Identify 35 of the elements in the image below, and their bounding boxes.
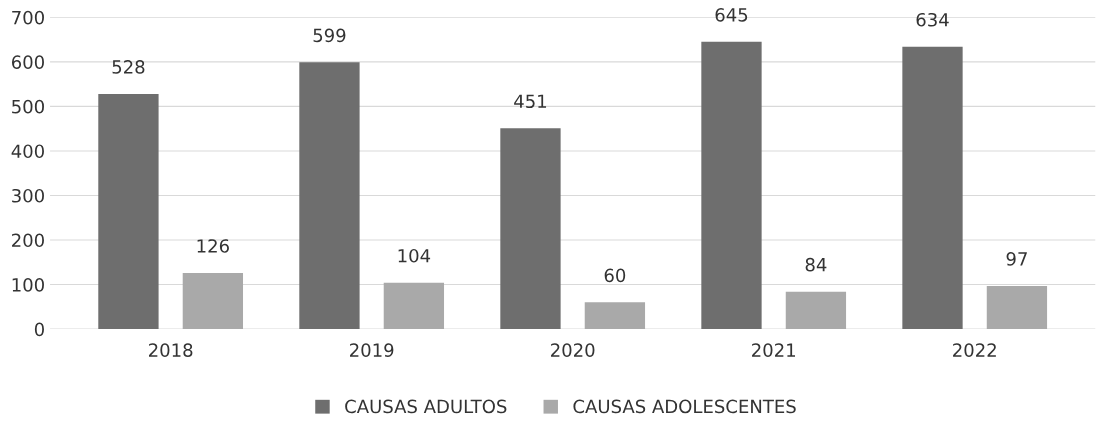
legend-label: CAUSAS ADOLESCENTES [573, 399, 796, 414]
data-label: 126 [197, 239, 229, 253]
y-tick-label: 200 [12, 233, 44, 248]
y-tick-label: 700 [12, 10, 44, 25]
y-tick-label: 0 [34, 322, 44, 337]
x-tick-label: 2019 [350, 343, 394, 357]
y-tick-label: 500 [12, 99, 44, 114]
y-tick-label: 600 [11, 55, 44, 69]
x-tick-label: 2022 [953, 343, 996, 357]
data-label: 634 [916, 12, 949, 27]
bar [902, 46, 963, 330]
y-tick-label: 300 [12, 188, 44, 203]
data-label: 84 [805, 257, 827, 272]
x-tick-label: 2020 [551, 343, 595, 357]
bar [182, 272, 244, 330]
bar [98, 93, 159, 330]
data-label: 451 [514, 94, 547, 109]
data-label: 104 [398, 248, 431, 263]
x-tick-label: 2018 [149, 343, 193, 357]
bar [785, 291, 847, 330]
x-tick-label: 2021 [752, 343, 795, 357]
data-label: 97 [1006, 252, 1027, 266]
data-label: 528 [112, 60, 145, 74]
legend-label: CAUSAS ADULTOS [345, 399, 507, 414]
bar [584, 302, 646, 330]
data-label: 599 [313, 28, 346, 43]
y-tick-label: 400 [11, 144, 44, 159]
bar [986, 285, 1048, 330]
data-label: 645 [715, 7, 748, 22]
bar [701, 41, 762, 330]
bar [299, 62, 360, 330]
y-tick-label: 100 [12, 278, 44, 292]
bar [500, 128, 561, 330]
data-label: 60 [604, 268, 626, 283]
bar [383, 282, 445, 330]
